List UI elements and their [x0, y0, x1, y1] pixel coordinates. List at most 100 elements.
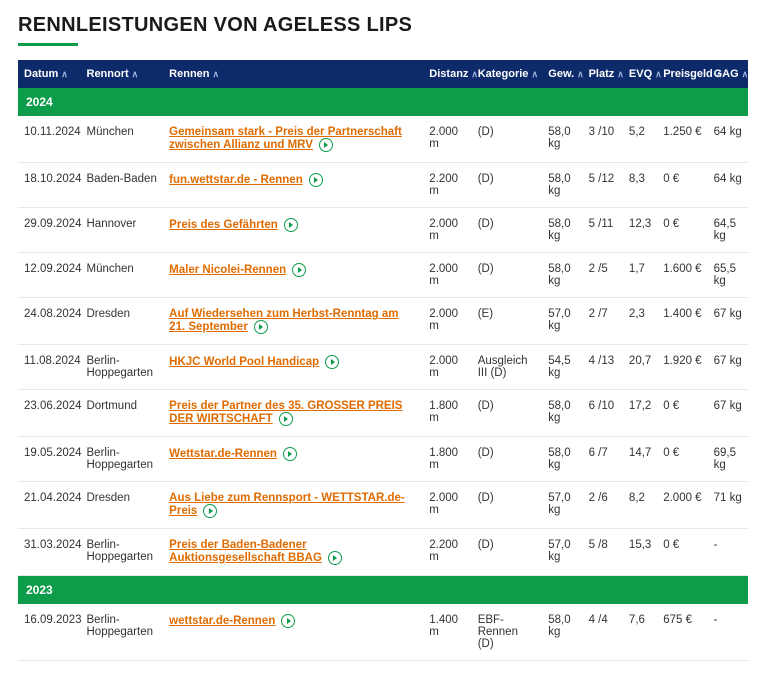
cell-prize: 0 € — [657, 163, 707, 208]
play-icon[interactable] — [203, 504, 217, 518]
column-header-rennort[interactable]: Rennort∧ — [81, 60, 164, 88]
play-icon[interactable] — [254, 320, 268, 334]
cell-weight: 58,0 kg — [542, 390, 582, 437]
cell-evq: 17,2 — [623, 390, 657, 437]
year-label: 2024 — [18, 88, 748, 116]
table-row: 19.05.2024Berlin-HoppegartenWettstar.de-… — [18, 437, 748, 482]
cell-category: Ausgleich III (D) — [472, 345, 543, 390]
cell-location: Berlin-Hoppegarten — [81, 437, 164, 482]
play-icon[interactable] — [281, 614, 295, 628]
cell-location: München — [81, 116, 164, 163]
title-underline — [18, 43, 78, 46]
sort-icon: ∧ — [577, 69, 584, 80]
cell-place: 5 /12 — [583, 163, 623, 208]
column-header-datum[interactable]: Datum∧ — [18, 60, 81, 88]
cell-evq: 8,3 — [623, 163, 657, 208]
play-icon[interactable] — [283, 447, 297, 461]
column-header-preisgeld[interactable]: Preisgeld∧ — [657, 60, 707, 88]
cell-date: 18.10.2024 — [18, 163, 81, 208]
cell-place: 6 /7 — [583, 437, 623, 482]
cell-location: Hannover — [81, 208, 164, 253]
race-link[interactable]: Maler Nicolei-Rennen — [169, 264, 286, 276]
table-row: 18.10.2024Baden-Badenfun.wettstar.de - R… — [18, 163, 748, 208]
cell-location: Berlin-Hoppegarten — [81, 529, 164, 576]
cell-category: (D) — [472, 437, 543, 482]
cell-gag: 69,5 kg — [708, 437, 748, 482]
race-link[interactable]: Preis des Gefährten — [169, 219, 278, 231]
cell-evq: 2,3 — [623, 298, 657, 345]
race-link[interactable]: Preis der Baden-Badener Auktionsgesellsc… — [169, 539, 322, 564]
table-row: 23.06.2024DortmundPreis der Partner des … — [18, 390, 748, 437]
table-row: 24.08.2024DresdenAuf Wiedersehen zum Her… — [18, 298, 748, 345]
cell-location: München — [81, 253, 164, 298]
play-icon[interactable] — [279, 412, 293, 426]
cell-gag: 67 kg — [708, 390, 748, 437]
play-icon[interactable] — [325, 355, 339, 369]
cell-gag: - — [708, 529, 748, 576]
play-icon[interactable] — [309, 173, 323, 187]
cell-date: 10.11.2024 — [18, 116, 81, 163]
table-row: 29.09.2024HannoverPreis des Gefährten2.0… — [18, 208, 748, 253]
table-row: 31.03.2024Berlin-HoppegartenPreis der Ba… — [18, 529, 748, 576]
race-link[interactable]: HKJC World Pool Handicap — [169, 356, 319, 368]
cell-race: Preis der Baden-Badener Auktionsgesellsc… — [163, 529, 423, 576]
cell-place: 3 /10 — [583, 116, 623, 163]
cell-gag: 64 kg — [708, 116, 748, 163]
race-link[interactable]: wettstar.de-Rennen — [169, 615, 275, 627]
column-header-distanz[interactable]: Distanz∧ — [423, 60, 471, 88]
cell-evq: 7,6 — [623, 604, 657, 661]
cell-gag: 64,5 kg — [708, 208, 748, 253]
play-icon[interactable] — [328, 551, 342, 565]
sort-icon: ∧ — [531, 69, 538, 80]
cell-race: Preis des Gefährten — [163, 208, 423, 253]
table-row: 16.09.2023Berlin-Hoppegartenwettstar.de-… — [18, 604, 748, 661]
cell-distance: 2.200 m — [423, 529, 471, 576]
cell-place: 2 /7 — [583, 298, 623, 345]
cell-prize: 2.000 € — [657, 482, 707, 529]
race-link[interactable]: Wettstar.de-Rennen — [169, 448, 277, 460]
cell-evq: 12,3 — [623, 208, 657, 253]
cell-place: 5 /11 — [583, 208, 623, 253]
play-icon[interactable] — [292, 263, 306, 277]
cell-weight: 58,0 kg — [542, 604, 582, 661]
race-link[interactable]: Gemeinsam stark - Preis der Partnerschaf… — [169, 126, 402, 151]
year-group-header: 2024 — [18, 88, 748, 116]
column-header-gag[interactable]: GAG∧ — [708, 60, 748, 88]
cell-distance: 2.000 m — [423, 253, 471, 298]
column-header-evq[interactable]: EVQ∧ — [623, 60, 657, 88]
cell-place: 2 /5 — [583, 253, 623, 298]
cell-distance: 1.400 m — [423, 604, 471, 661]
cell-place: 5 /8 — [583, 529, 623, 576]
column-header-platz[interactable]: Platz∧ — [583, 60, 623, 88]
table-row: 12.09.2024MünchenMaler Nicolei-Rennen2.0… — [18, 253, 748, 298]
cell-weight: 57,0 kg — [542, 482, 582, 529]
cell-prize: 1.250 € — [657, 116, 707, 163]
cell-weight: 58,0 kg — [542, 116, 582, 163]
cell-category: (D) — [472, 253, 543, 298]
cell-date: 31.03.2024 — [18, 529, 81, 576]
cell-distance: 2.000 m — [423, 298, 471, 345]
column-header-kategorie[interactable]: Kategorie∧ — [472, 60, 543, 88]
race-link[interactable]: fun.wettstar.de - Rennen — [169, 174, 303, 186]
race-link[interactable]: Auf Wiedersehen zum Herbst-Renntag am 21… — [169, 308, 398, 333]
column-header-gew-[interactable]: Gew.∧ — [542, 60, 582, 88]
cell-distance: 2.000 m — [423, 345, 471, 390]
cell-category: (D) — [472, 208, 543, 253]
sort-icon: ∧ — [617, 69, 624, 80]
cell-gag: 67 kg — [708, 298, 748, 345]
play-icon[interactable] — [319, 138, 333, 152]
cell-gag: 64 kg — [708, 163, 748, 208]
cell-prize: 0 € — [657, 208, 707, 253]
cell-prize: 1.920 € — [657, 345, 707, 390]
cell-distance: 2.000 m — [423, 116, 471, 163]
cell-category: (D) — [472, 116, 543, 163]
cell-race: Preis der Partner des 35. GROSSER PREIS … — [163, 390, 423, 437]
cell-race: fun.wettstar.de - Rennen — [163, 163, 423, 208]
cell-category: (D) — [472, 529, 543, 576]
column-header-rennen[interactable]: Rennen∧ — [163, 60, 423, 88]
cell-place: 6 /10 — [583, 390, 623, 437]
table-row: 11.08.2024Berlin-HoppegartenHKJC World P… — [18, 345, 748, 390]
race-results-table: Datum∧Rennort∧Rennen∧Distanz∧Kategorie∧G… — [18, 60, 748, 661]
sort-icon: ∧ — [213, 69, 220, 80]
play-icon[interactable] — [284, 218, 298, 232]
